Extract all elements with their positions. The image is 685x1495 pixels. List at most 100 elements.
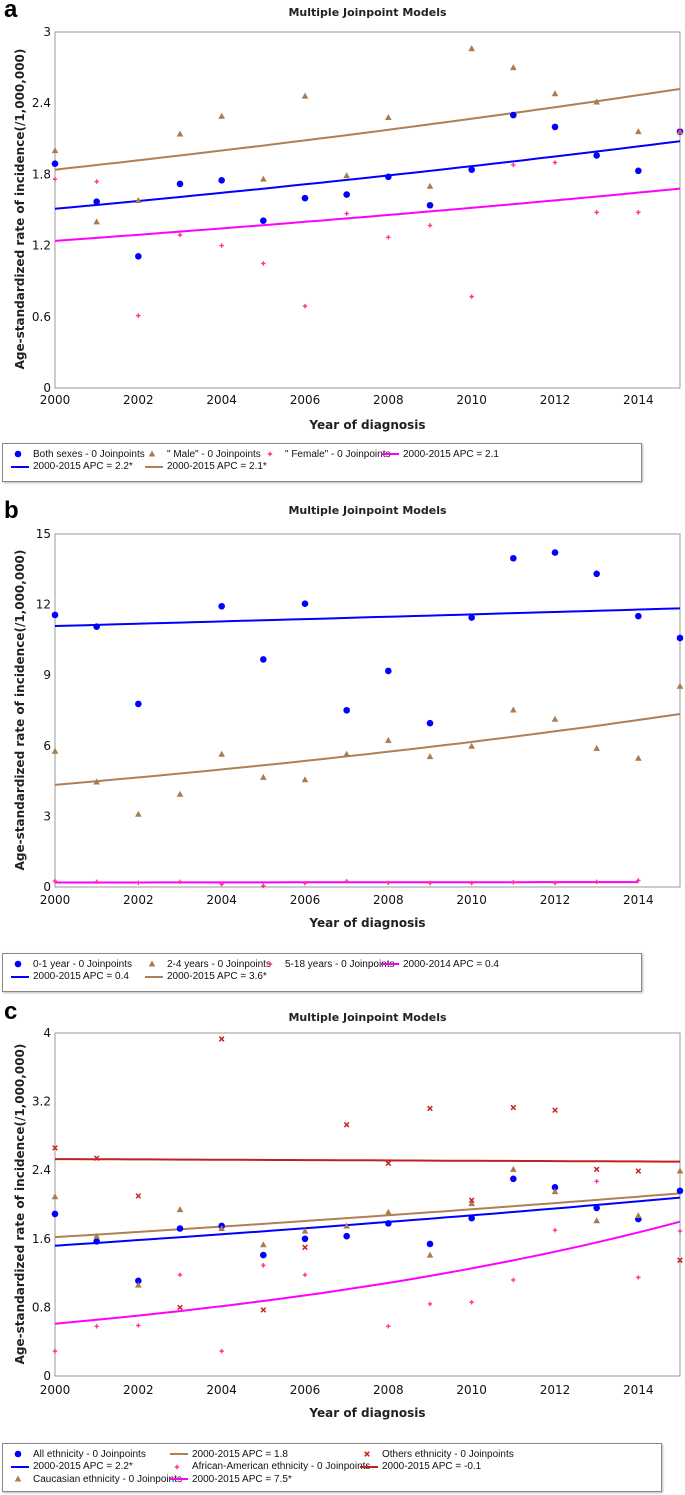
data-point <box>468 166 475 173</box>
data-point <box>676 1167 684 1174</box>
data-point <box>593 98 600 105</box>
data-point <box>218 750 225 757</box>
panel-letter: b <box>4 497 19 524</box>
data-point <box>510 554 517 562</box>
data-series <box>52 129 683 318</box>
trend-line <box>54 713 681 786</box>
trend-line <box>54 1192 681 1239</box>
x-axis-label: Year of diagnosis <box>309 916 426 930</box>
data-point <box>343 191 350 198</box>
data-point <box>551 123 559 131</box>
x-tick-label: 2014 <box>623 1383 654 1397</box>
data-point <box>551 90 559 97</box>
data-series <box>52 1179 683 1354</box>
data-point <box>636 878 641 883</box>
data-point <box>426 719 434 727</box>
x-tick-label: 2006 <box>290 1383 321 1397</box>
data-point <box>552 880 558 886</box>
data-point <box>469 880 474 886</box>
data-point <box>135 197 142 204</box>
data-point <box>468 614 475 621</box>
data-point <box>594 210 599 215</box>
data-point <box>426 1251 434 1258</box>
triangle-marker-icon <box>148 450 156 457</box>
circle-marker-icon <box>14 960 22 968</box>
legend-circle-marker-icon <box>14 960 22 968</box>
data-point <box>593 1166 600 1173</box>
legend-label: 5-18 years - 0 Joinpoints <box>285 958 395 970</box>
x-tick-label: 2012 <box>540 393 571 407</box>
data-point <box>344 879 349 884</box>
y-tick-label: 0 <box>43 1369 51 1383</box>
data-point <box>94 1324 99 1329</box>
y-tick-label: 1.2 <box>32 239 51 253</box>
legend-item: Caucasian ethnicity - 0 Joinpoints <box>11 1473 182 1485</box>
data-point <box>135 810 142 817</box>
data-point <box>343 1232 350 1240</box>
legend-label: 2000-2015 APC = 1.8 <box>192 1448 288 1460</box>
data-point <box>594 1179 599 1184</box>
data-point <box>176 1225 184 1232</box>
trend-line <box>54 1196 681 1247</box>
y-tick-label: 1.6 <box>32 1232 51 1246</box>
legend-line-icon <box>11 975 29 978</box>
data-series <box>51 1175 684 1285</box>
data-point <box>511 880 516 885</box>
data-point <box>426 182 434 189</box>
data-series <box>52 1036 683 1313</box>
legend-item: Both sexes - 0 Joinpoints <box>11 448 145 460</box>
cross-marker-icon <box>364 1451 370 1457</box>
data-point <box>177 232 183 238</box>
legend-item: 2000-2015 APC = 2.1 <box>381 448 499 460</box>
data-point <box>468 45 475 52</box>
data-point <box>427 223 433 228</box>
y-tick-label: 9 <box>43 668 51 682</box>
data-point <box>552 1228 558 1233</box>
legend-label: 2000-2015 APC = 2.2* <box>33 461 133 472</box>
legend-plus-marker-icon <box>174 1464 180 1469</box>
data-point <box>51 160 59 168</box>
x-tick-label: 2004 <box>206 393 237 407</box>
legend-label: " Female" - 0 Joinpoints <box>285 448 391 460</box>
plot-frame <box>54 533 681 888</box>
legend-triangle-marker-icon <box>148 450 156 457</box>
data-point <box>260 217 267 224</box>
x-tick-label: 2004 <box>206 1383 237 1397</box>
data-point <box>676 1187 684 1195</box>
data-point <box>135 1193 142 1199</box>
data-point <box>386 1324 391 1329</box>
data-point <box>343 750 350 757</box>
x-tick-label: 2012 <box>540 1383 571 1397</box>
x-tick-label: 2008 <box>373 393 404 407</box>
data-point <box>93 198 100 205</box>
data-series <box>51 1165 684 1288</box>
x-tick-label: 2000 <box>40 1383 71 1397</box>
data-point <box>260 773 267 780</box>
data-point <box>302 303 308 309</box>
data-point <box>551 1184 559 1191</box>
data-point <box>219 243 224 248</box>
panel-letter: c <box>4 998 18 1025</box>
data-point <box>177 1272 183 1278</box>
triangle-marker-icon <box>14 1475 22 1482</box>
data-point <box>301 776 309 783</box>
data-point <box>385 1160 392 1167</box>
data-point <box>427 1301 433 1307</box>
y-tick-label: 0.8 <box>32 1300 51 1314</box>
data-point <box>593 152 600 159</box>
legend-label: African-American ethnicity - 0 Joinpoint… <box>192 1461 371 1472</box>
data-point <box>93 218 100 225</box>
data-point <box>301 600 309 607</box>
data-point <box>52 1145 58 1151</box>
x-tick-label: 2008 <box>373 1383 404 1397</box>
y-tick-label: 3 <box>43 25 51 39</box>
data-point <box>52 1348 58 1354</box>
triangle-marker-icon <box>148 960 156 967</box>
data-point <box>52 878 58 884</box>
legend-line-icon <box>145 465 163 468</box>
data-point <box>426 201 434 209</box>
data-point <box>302 1244 308 1251</box>
data-point <box>301 1227 309 1234</box>
legend-item: 2000-2015 APC = 2.2* <box>11 461 133 473</box>
